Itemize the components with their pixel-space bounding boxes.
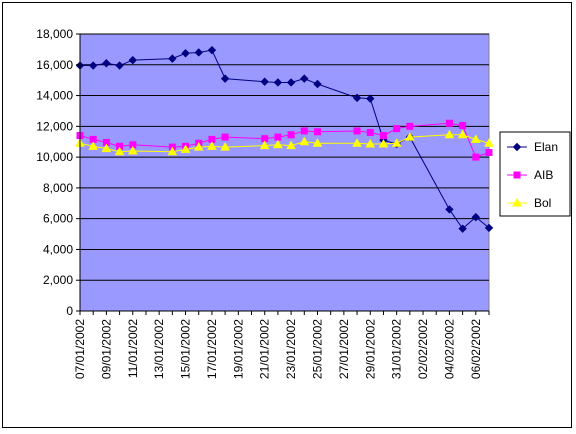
data-point-aib [300,127,308,135]
data-point-bol [167,146,178,156]
legend-box [499,131,571,217]
y-tick-label: 16,000 [36,58,73,72]
data-point-aib [445,119,453,127]
legend-marker-aib [513,171,521,179]
data-point-aib [379,132,387,140]
legend-label-bol: Bol [534,196,551,210]
y-tick-label: 2,000 [43,273,73,287]
grid-lines [80,33,489,281]
x-tick-label: 06/02/2002 [469,319,483,379]
x-tick-label: 23/01/2002 [284,319,298,379]
data-point-elan [88,61,98,70]
y-tick-label: 10,000 [36,150,73,164]
data-point-elan [458,224,467,233]
data-point-bol [444,129,455,139]
data-point-bol [404,132,415,141]
data-point-bol [286,140,296,150]
y-axis: 0 2,000 4,000 6,000 8,000 10,000 12,000 14,000 1… [36,27,81,318]
data-point-bol [88,141,99,150]
data-point-elan [168,54,177,63]
x-tick-label: 11/01/2002 [126,319,140,378]
x-tick-label: 07/01/2002 [73,319,87,379]
data-point-elan [484,223,494,233]
x-tick-label: 21/01/2002 [258,319,272,379]
data-point-bol [391,138,402,147]
data-point-bol [273,139,283,149]
y-tick-label: 12,000 [36,119,73,133]
data-point-elan [471,212,481,222]
data-point-aib [485,148,493,156]
data-point-bol [457,129,468,139]
x-tick-label: 04/02/2002 [442,319,456,379]
data-point-elan [352,93,362,103]
x-tick-label: 09/01/2002 [99,319,113,379]
series-bol [75,129,494,156]
x-tick-label: 29/01/2002 [363,319,377,379]
data-point-elan [102,59,111,68]
data-point-elan [286,78,296,87]
line-chart: 0 2,000 4,000 6,000 8,000 10,000 12,000 14,000 1… [36,27,571,379]
data-point-elan [445,205,454,214]
data-point-aib [472,153,480,161]
data-point-elan [128,55,137,65]
y-tick-label: 8,000 [43,181,73,195]
data-point-bol [470,134,481,143]
y-tick-label: 18,000 [36,27,73,41]
plot-area [79,33,490,312]
data-point-aib [313,128,321,136]
y-tick-label: 14,000 [36,89,73,103]
y-tick-label: 0 [66,304,73,318]
legend-marker-elan [512,142,522,152]
data-point-bol [180,144,191,153]
data-point-bol [207,141,217,150]
data-point-elan [220,74,230,83]
data-point-bol [312,138,323,147]
legend-marker-bol [512,197,522,207]
legend: Elan AIB Bol [499,131,571,217]
data-point-aib [406,122,414,130]
data-point-aib [274,133,282,141]
data-point-bol [352,138,362,147]
y-tick-label: 6,000 [43,212,73,226]
data-point-bol [378,139,389,148]
x-tick-label: 13/01/2002 [152,319,166,379]
data-point-elan [181,49,190,58]
y-tick-label: 4,000 [43,242,73,256]
data-point-aib [393,125,401,133]
data-point-elan [300,74,309,83]
legend-label-aib: AIB [534,168,553,182]
data-point-elan [260,77,269,86]
x-tick-label: 25/01/2002 [310,319,324,379]
data-point-bol [101,143,112,153]
x-tick-label: 27/01/2002 [337,319,351,379]
data-point-elan [366,94,375,103]
data-point-bol [484,138,494,147]
x-tick-label: 31/01/2002 [390,319,404,379]
x-tick-label: 19/01/2002 [231,319,245,379]
data-point-bol [127,145,138,155]
data-point-bol [259,140,270,150]
data-point-elan [313,79,322,89]
data-point-elan [115,61,124,70]
data-point-aib [353,127,361,135]
data-point-aib [459,122,467,130]
data-point-bol [114,146,125,156]
x-tick-label: 15/01/2002 [179,319,193,379]
data-point-bol [299,136,310,146]
data-point-bol [193,142,204,151]
data-point-elan [273,78,283,87]
data-point-elan [194,48,203,57]
data-point-elan [207,45,217,55]
chart-frame: 0 2,000 4,000 6,000 8,000 10,000 12,000 14,000 1… [2,2,572,428]
series-layer [75,45,494,233]
data-point-aib [366,128,374,136]
data-point-aib [221,133,229,141]
x-axis: 07/01/2002 09/01/2002 11/01/2002 13/01/2002… [73,310,490,379]
data-point-aib [287,131,295,139]
data-point-bol [220,142,230,151]
x-tick-label: 02/02/2002 [416,319,430,379]
data-point-bol [365,139,376,148]
legend-label-elan: Elan [534,140,558,154]
x-tick-label: 17/01/2002 [205,319,219,379]
